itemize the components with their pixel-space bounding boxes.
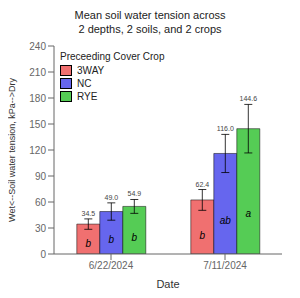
svg-text:54.9: 54.9 <box>127 190 141 197</box>
svg-text:0: 0 <box>40 249 46 260</box>
svg-text:7/11/2024: 7/11/2024 <box>203 260 247 271</box>
svg-text:180: 180 <box>29 93 46 104</box>
svg-text:b: b <box>109 234 115 245</box>
html-text:Mean soil water tension across: Mean soil water tension across 2 depths,… <box>74 9 226 35</box>
svg-text:30: 30 <box>35 223 47 234</box>
html-text:RYE: RYE <box>77 91 98 102</box>
svg-text:60: 60 <box>35 197 47 208</box>
svg-text:49.0: 49.0 <box>104 194 118 201</box>
svg-text:116.0: 116.0 <box>217 125 234 132</box>
svg-text:144.6: 144.6 <box>240 95 258 102</box>
svg-text:150: 150 <box>29 119 46 130</box>
svg-text:6/22/2024: 6/22/2024 <box>89 260 134 271</box>
svg-text:ab: ab <box>220 215 232 226</box>
svg-text:Date: Date <box>156 278 179 290</box>
svg-text:b: b <box>132 232 138 243</box>
svg-text:a: a <box>246 208 252 219</box>
html-text:NC: NC <box>77 78 92 89</box>
svg-text:240: 240 <box>29 41 46 52</box>
html-text:Preceeding Cover Crop: Preceeding Cover Crop <box>60 51 165 62</box>
svg-text:34.5: 34.5 <box>81 210 95 217</box>
svg-text:Wet<--Soil water tension, kPa-: Wet<--Soil water tension, kPa-->Dry <box>8 78 17 222</box>
svg-text:120: 120 <box>29 145 46 156</box>
svg-text:62.4: 62.4 <box>195 181 209 188</box>
html-text:3WAY: 3WAY <box>77 65 105 76</box>
svg-text:b: b <box>200 230 206 241</box>
svg-text:90: 90 <box>35 171 47 182</box>
svg-text:b: b <box>86 238 92 249</box>
svg-text:210: 210 <box>29 67 46 78</box>
